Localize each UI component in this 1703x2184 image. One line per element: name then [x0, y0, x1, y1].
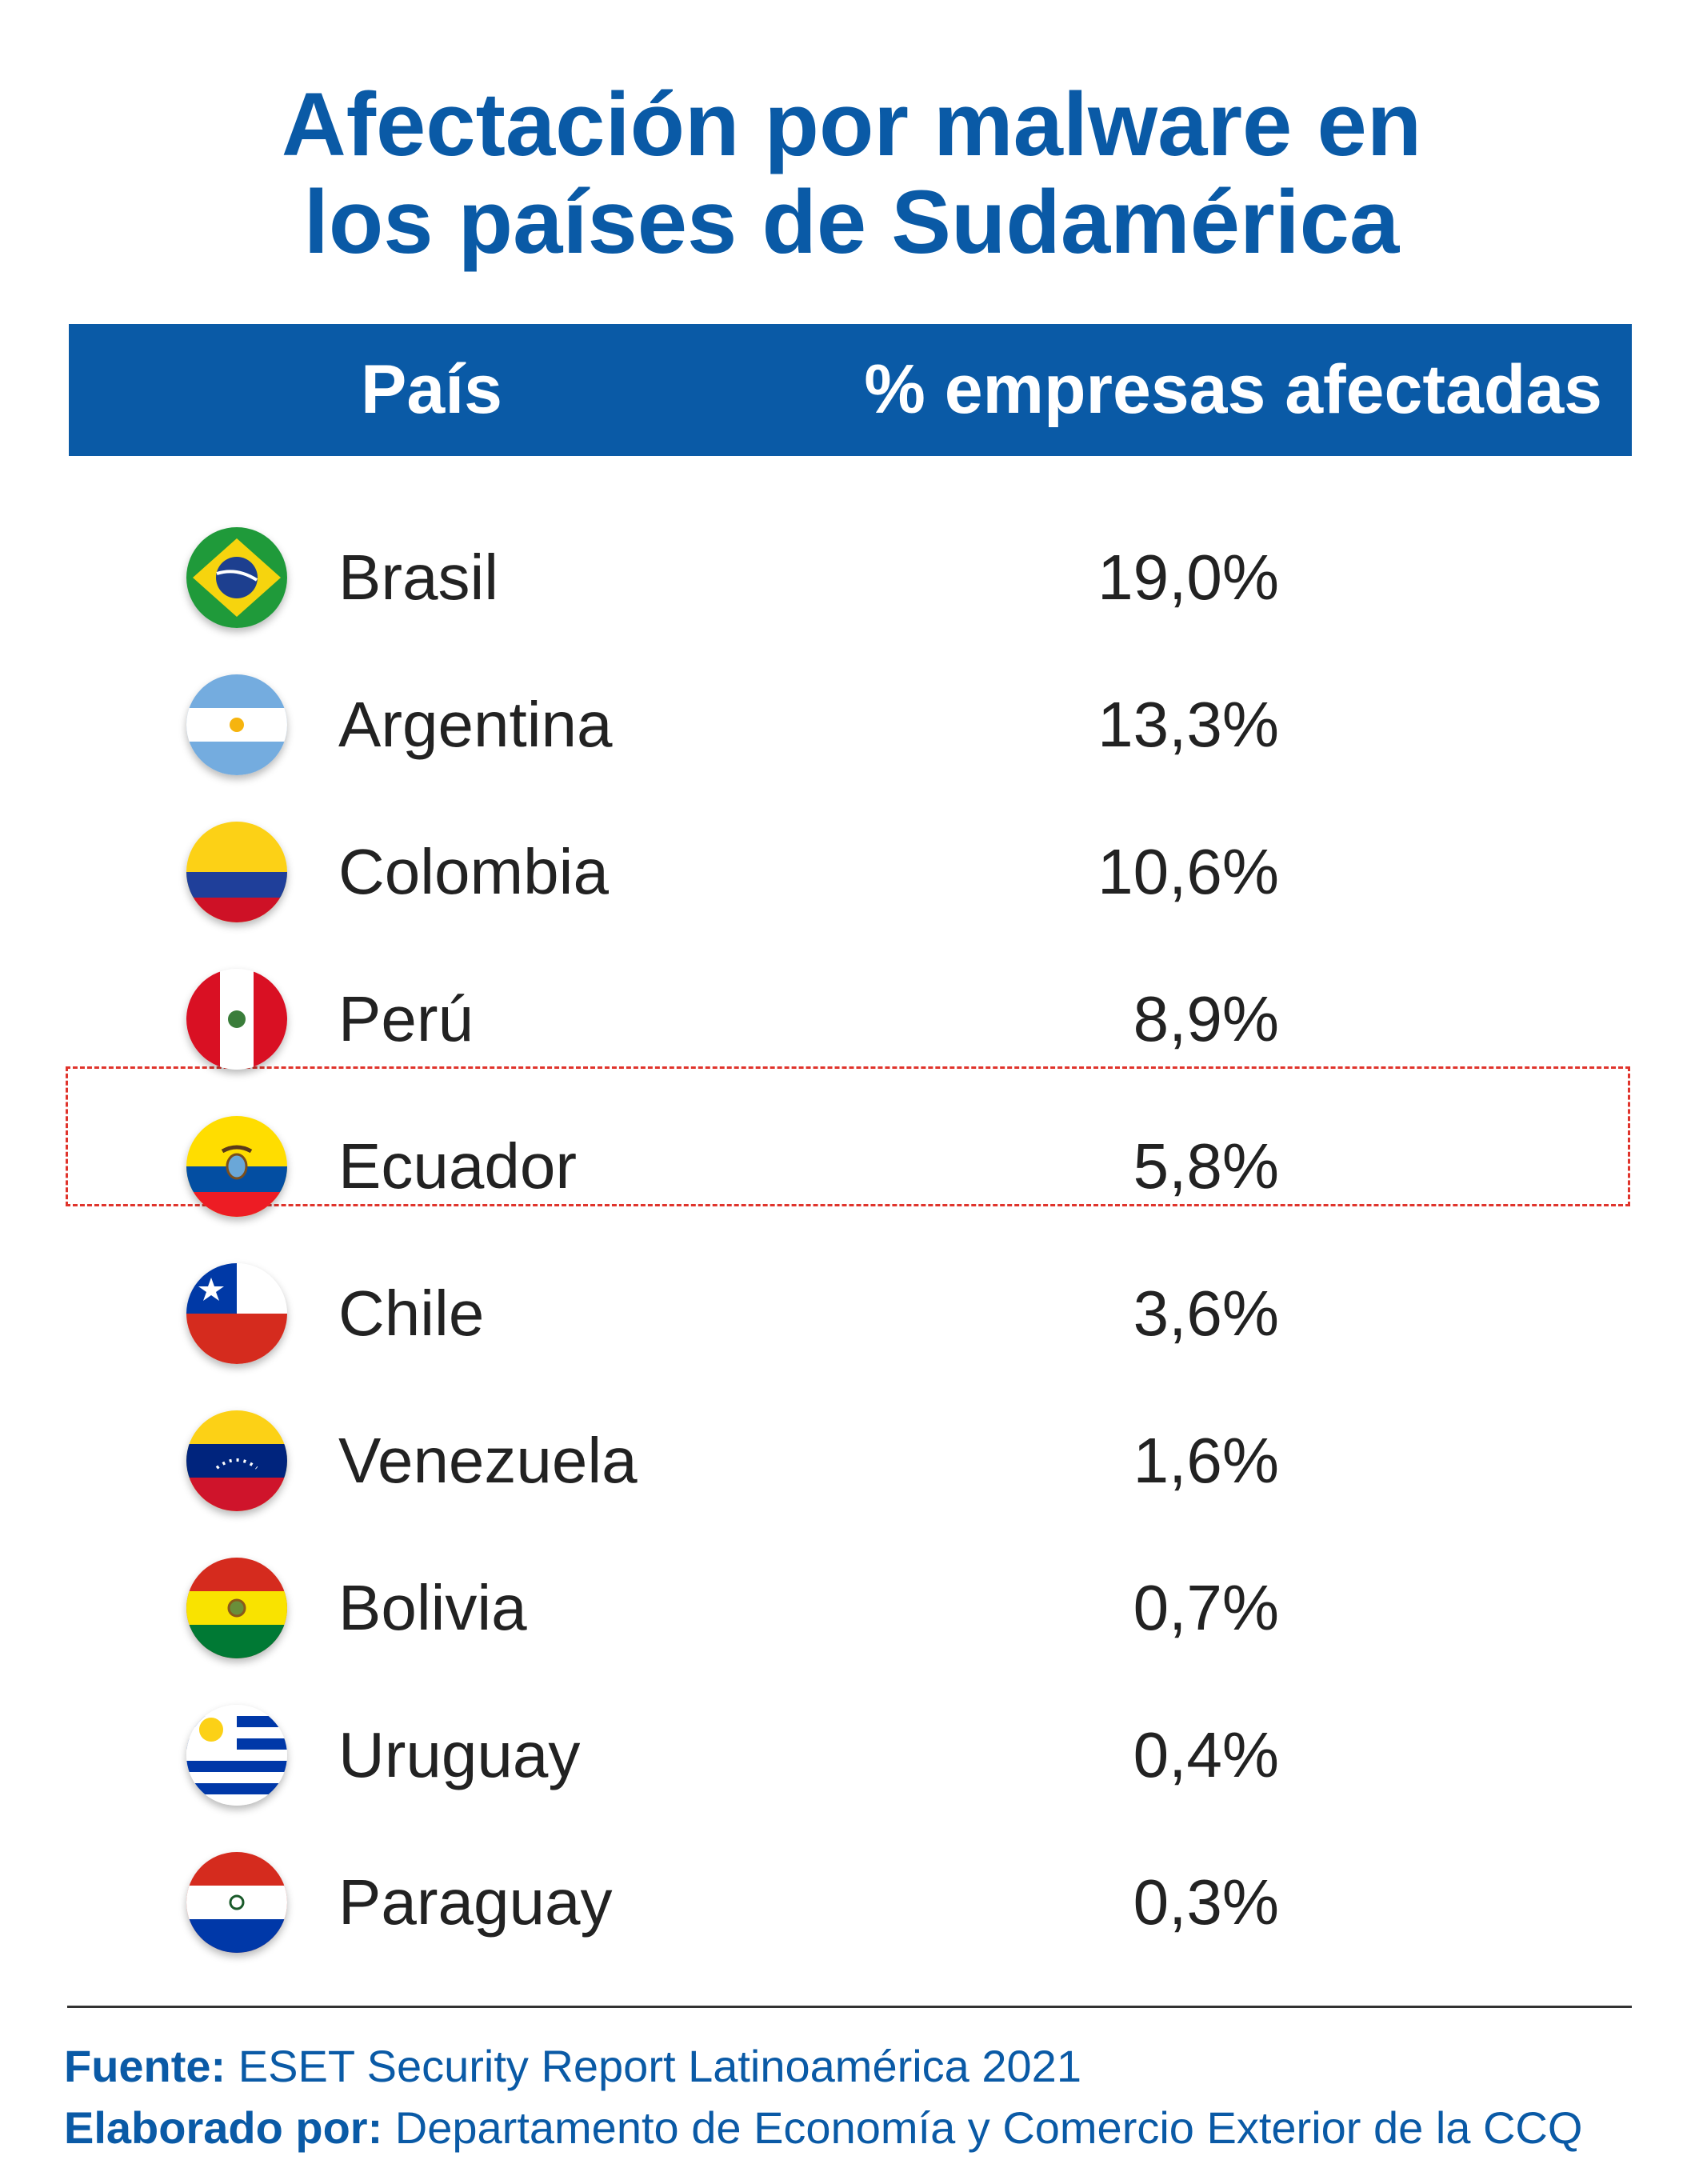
ecuador-flag-icon: [186, 1116, 287, 1217]
source-text: ESET Security Report Latinoamérica 2021: [238, 2041, 1081, 2091]
country-column-header: País: [361, 351, 502, 428]
table-row: Colombia 10,6%: [0, 798, 1703, 946]
venezuela-flag-icon: [186, 1410, 287, 1511]
chart-title: Afectación por malware en los países de …: [0, 76, 1703, 271]
country-value: 0,3%: [1133, 1866, 1279, 1938]
footer-divider: [67, 2006, 1632, 2008]
country-value: 3,6%: [1133, 1278, 1279, 1349]
country-value: 19,0%: [1097, 542, 1279, 613]
country-value: 1,6%: [1133, 1425, 1279, 1496]
author-text: Departamento de Economía y Comercio Exte…: [394, 2102, 1583, 2153]
country-name: Uruguay: [338, 1719, 581, 1790]
country-value: 13,3%: [1097, 689, 1279, 760]
country-value: 0,7%: [1133, 1572, 1279, 1643]
argentina-flag-icon: [186, 674, 287, 775]
table-header: País % empresas afectadas: [69, 324, 1632, 456]
paraguay-flag-icon: [186, 1852, 287, 1953]
table-row: Bolivia 0,7%: [0, 1534, 1703, 1682]
value-column-header: % empresas afectadas: [864, 351, 1602, 428]
table-row: Argentina 13,3%: [0, 651, 1703, 798]
table-row: Brasil 19,0%: [0, 504, 1703, 651]
country-value: 5,8%: [1133, 1130, 1279, 1202]
uruguay-flag-icon: [186, 1705, 287, 1806]
title-line-2: los países de Sudamérica: [303, 172, 1400, 272]
colombia-flag-icon: [186, 822, 287, 922]
country-name: Ecuador: [338, 1130, 577, 1202]
country-name: Perú: [338, 983, 474, 1054]
chile-flag-icon: [186, 1263, 287, 1364]
country-value: 8,9%: [1133, 983, 1279, 1054]
source-label: Fuente:: [64, 2041, 226, 2091]
country-name: Brasil: [338, 542, 499, 613]
bolivia-flag-icon: [186, 1558, 287, 1658]
brazil-flag-icon: [186, 527, 287, 628]
country-value: 0,4%: [1133, 1719, 1279, 1790]
table-row: Paraguay 0,3%: [0, 1829, 1703, 1976]
table-row: Venezuela 1,6%: [0, 1387, 1703, 1534]
country-value: 10,6%: [1097, 836, 1279, 907]
author-line: Elaborado por: Departamento de Economía …: [64, 2102, 1582, 2154]
country-name: Colombia: [338, 836, 609, 907]
peru-flag-icon: [186, 969, 287, 1070]
country-name: Bolivia: [338, 1572, 527, 1643]
highlight-box-ecuador: [66, 1066, 1630, 1206]
source-line: Fuente: ESET Security Report Latinoaméri…: [64, 2040, 1081, 2092]
country-name: Paraguay: [338, 1866, 613, 1938]
country-name: Argentina: [338, 689, 613, 760]
table-row: Perú 8,9%: [0, 946, 1703, 1093]
title-line-1: Afectación por malware en: [281, 74, 1422, 174]
country-name: Chile: [338, 1278, 485, 1349]
country-name: Venezuela: [338, 1425, 638, 1496]
table-row: Ecuador 5,8%: [0, 1093, 1703, 1240]
author-label: Elaborado por:: [64, 2102, 383, 2153]
table-row: Uruguay 0,4%: [0, 1682, 1703, 1829]
table-row: Chile 3,6%: [0, 1240, 1703, 1387]
